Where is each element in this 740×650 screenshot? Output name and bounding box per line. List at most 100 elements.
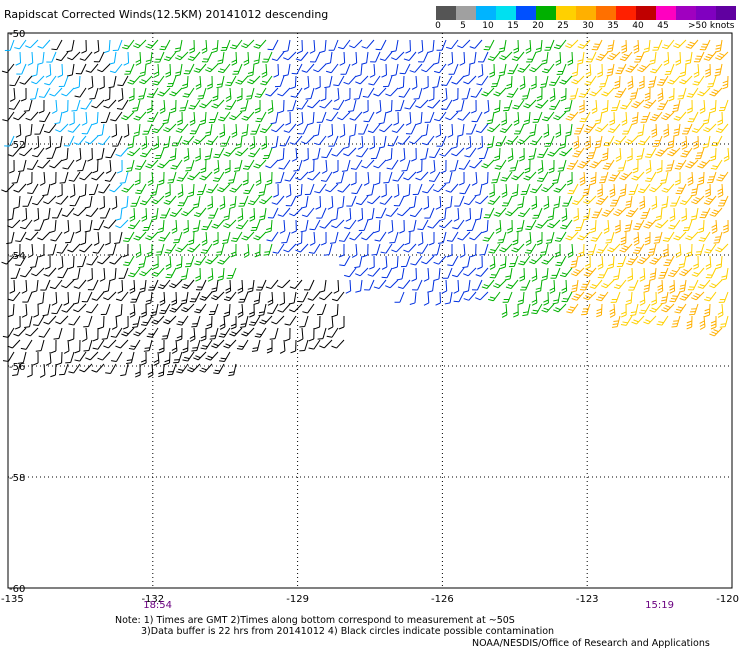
wind-barb [596,303,603,318]
barb-staff [459,195,465,207]
barb-staff [423,51,429,63]
barb-flag [675,251,681,255]
barb-flag [530,83,537,87]
wind-barb [142,219,153,231]
barb-staff [270,87,279,97]
barb-flag [627,139,633,143]
barb-flag [513,56,520,59]
barb-staff [131,147,141,157]
barb-flag [685,62,691,65]
barb-flag [93,228,99,231]
barb-staff [365,231,375,241]
barb-staff [313,231,316,244]
barb-staff [457,207,460,220]
wind-barb [392,171,405,182]
barb-staff [127,51,130,64]
barb-staff [229,87,232,100]
barb-staff [450,183,459,193]
barb-staff [105,303,111,315]
barb-staff [696,123,705,133]
barb-staff [373,75,381,86]
barb-flag [549,108,555,111]
barb-flag [171,302,177,306]
barb-flag [457,45,463,49]
barb-staff [547,123,550,136]
barb-flag [9,290,15,294]
barb-staff [446,75,453,86]
barb-staff [397,171,405,182]
wind-barb [253,291,261,305]
barb-flag [313,142,320,146]
barb-staff [119,219,129,229]
barb-flag [631,119,638,122]
barb-flag [301,141,307,145]
barb-staff [629,135,639,145]
barb-flag [644,92,651,96]
barb-flag [719,202,725,204]
barb-flag [715,249,721,253]
wind-barb [427,99,441,109]
barb-flag [304,289,310,291]
barb-flag [661,203,668,206]
barb-flag [493,93,499,97]
barb-staff [355,159,363,170]
barb-staff [263,183,267,195]
barb-flag [709,214,715,217]
wind-barb [493,87,507,97]
wind-barb [319,219,333,229]
wind-barb [553,195,561,209]
barb-flag [193,70,200,73]
barb-flag [566,311,572,314]
barb-flag [648,83,655,86]
barb-flag [219,131,225,135]
wind-barb [501,183,508,198]
barb-flag [543,206,549,210]
wind-barb [562,195,573,207]
barb-flag [703,58,710,61]
barb-staff [120,207,123,219]
barb-staff [204,171,213,181]
barb-flag [233,70,239,72]
barb-flag [571,284,578,287]
barb-staff [474,51,477,63]
barb-flag [265,230,272,234]
barb-flag [645,103,651,107]
barb-staff [164,39,171,50]
wind-barb [645,147,657,159]
wind-barb [278,159,291,170]
barb-staff [179,39,183,51]
barb-flag [723,155,729,159]
wind-barb [573,135,580,150]
wind-barb [134,159,147,170]
wind-barb [383,171,393,184]
barb-staff [414,63,423,73]
barb-flag [428,98,434,102]
wind-barb [169,303,183,313]
barb-flag [483,91,489,95]
barb-flag [223,215,230,218]
barb-staff [636,171,645,181]
barb-staff [414,207,423,217]
barb-flag [344,274,350,278]
wind-barb [371,243,381,256]
barb-staff [425,255,435,265]
barb-staff [25,303,28,316]
barb-staff [611,243,621,253]
barb-flag [178,177,184,180]
wind-barb [711,135,723,147]
barb-flag [129,314,136,318]
barb-staff [267,51,273,63]
wind-barb [20,267,33,278]
wind-barb [443,171,453,184]
barb-flag [611,109,617,112]
barb-flag [722,227,729,231]
barb-flag [147,43,153,47]
barb-staff [229,279,232,292]
barb-flag [582,311,588,313]
barb-flag [615,211,621,215]
barb-flag [530,86,537,90]
wind-barb [275,171,285,184]
wind-barb [265,87,279,97]
wind-barb [68,171,81,182]
barb-staff [155,207,159,219]
